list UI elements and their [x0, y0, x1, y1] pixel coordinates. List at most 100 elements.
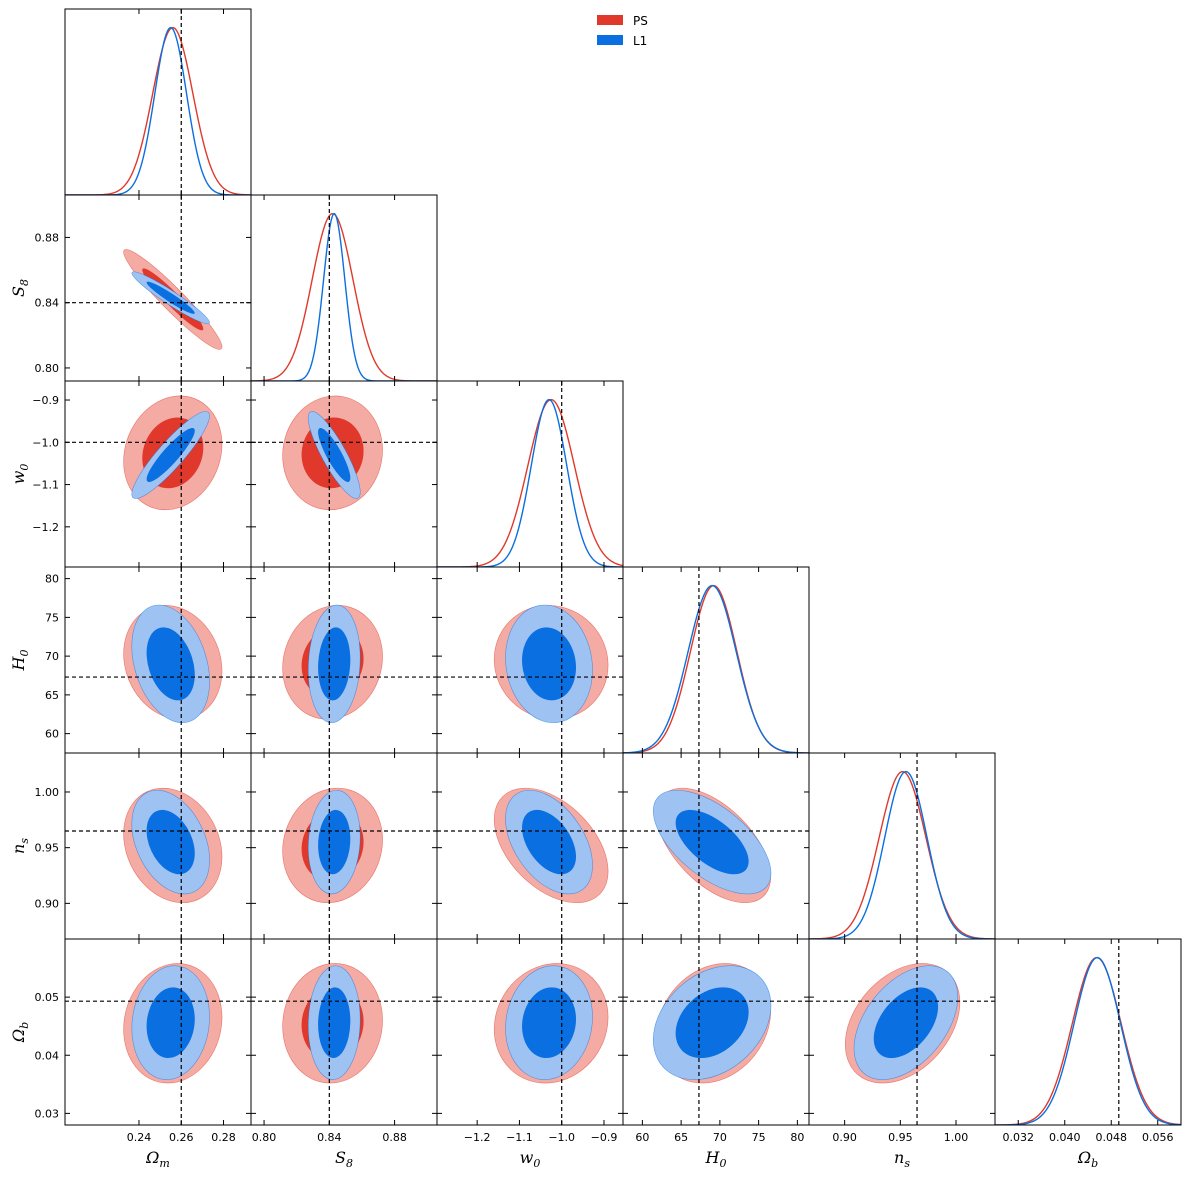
y-tick-label-s8: 0.88: [35, 231, 60, 244]
panel-h0-h0: [622, 566, 810, 754]
panel-ns-h0: [622, 752, 810, 940]
panel-frame: [250, 194, 438, 382]
contour-inner-L1-omega_b-ns: [873, 987, 939, 1059]
panel-content: [251, 939, 437, 1125]
panel-content: [251, 381, 437, 567]
marginal-L1-w0: [437, 398, 623, 567]
x-tick-label-ns: 1.00: [944, 1131, 969, 1144]
panel-w0-omega_m: −1.2 −1.1 −1.0 −0.9 w0: [9, 380, 252, 568]
panel-omega_m-omega_m: [64, 8, 252, 196]
y-axis-label-s8: S8: [9, 279, 31, 297]
panel-content: [437, 753, 623, 939]
y-tick-label-ns: 0.95: [35, 842, 60, 855]
panel-omega_b-omega_b: 0.032 0.040 0.048 0.056 Ωb: [994, 938, 1182, 1170]
x-tick-label-omega_m: 0.26: [169, 1131, 194, 1144]
contour-inner-L1-omega_b-w0: [522, 987, 577, 1059]
marginal-PS-w0: [437, 398, 623, 567]
panel-w0-s8: [250, 380, 438, 568]
panel-content: [995, 939, 1181, 1125]
y-tick-label-h0: 80: [45, 573, 59, 586]
panel-content: [251, 753, 437, 939]
x-tick-label-h0: 65: [674, 1131, 688, 1144]
x-tick-label-h0: 80: [790, 1131, 804, 1144]
y-tick-label-ns: 1.00: [35, 786, 60, 799]
panel-content: [65, 195, 251, 381]
contour-inner-L1-w0-s8: [318, 427, 351, 482]
y-tick-label-omega_b: 0.04: [35, 1049, 60, 1062]
marginal-PS-h0: [623, 584, 809, 753]
x-tick-label-omega_b: 0.048: [1096, 1131, 1128, 1144]
y-axis-label-omega_b: Ωb: [9, 1022, 31, 1043]
panel-content: [251, 567, 437, 753]
panel-frame: [808, 752, 996, 940]
panel-s8-s8: [250, 194, 438, 382]
contour-inner-L1-w0-omega_m: [146, 427, 195, 482]
panel-w0-w0: [436, 380, 624, 568]
panel-frame: [994, 938, 1182, 1126]
y-tick-label-s8: 0.84: [35, 297, 60, 310]
x-axis-label-s8: S8: [335, 1148, 353, 1170]
x-tick-label-s8: 0.84: [317, 1131, 342, 1144]
contour-inner-L1-ns-omega_m: [146, 809, 195, 875]
y-tick-label-s8: 0.80: [35, 362, 60, 375]
panel-omega_b-h0: 60 65 70 75 80 H0: [622, 938, 810, 1170]
marginal-L1-h0: [623, 584, 809, 753]
y-axis-label-h0: H0: [9, 650, 31, 672]
contour-inner-L1-ns-s8: [318, 809, 351, 875]
contour-inner-L1-h0-s8: [318, 627, 351, 701]
x-tick-label-omega_b: 0.032: [1003, 1131, 1035, 1144]
panels-layer: 0.80 0.84 0.88 S8 −1.2 −1.1 −1.0 −0.9 w0 60 65 70 75…: [9, 8, 1182, 1170]
x-tick-label-w0: −1.0: [548, 1131, 575, 1144]
marginal-PS-omega_b: [995, 956, 1181, 1125]
panel-frame: [64, 8, 252, 196]
x-tick-label-ns: 0.95: [888, 1131, 913, 1144]
x-axis-label-omega_b: Ωb: [1077, 1148, 1098, 1170]
panel-content: [65, 753, 251, 939]
x-axis-label-omega_m: Ωm: [145, 1148, 170, 1170]
x-tick-label-h0: 70: [713, 1131, 727, 1144]
x-axis-label-h0: H0: [705, 1148, 727, 1170]
y-tick-label-h0: 70: [45, 650, 59, 663]
legend-swatch-ps: [597, 15, 623, 25]
y-tick-label-w0: −1.1: [32, 479, 59, 492]
x-tick-label-omega_m: 0.24: [127, 1131, 152, 1144]
panel-ns-w0: [436, 752, 624, 940]
marginal-PS-s8: [251, 212, 437, 381]
panel-h0-w0: [436, 566, 624, 754]
panel-content: [65, 381, 251, 567]
panel-content: [437, 381, 623, 567]
legend-swatch-l1: [597, 35, 623, 45]
marginal-L1-omega_b: [995, 956, 1181, 1125]
panel-content: [623, 939, 809, 1125]
panel-omega_b-omega_m: 0.24 0.26 0.28 0.03 0.04 0.05 Ωm Ωb: [9, 938, 252, 1170]
x-tick-label-w0: −0.9: [591, 1131, 618, 1144]
y-tick-label-h0: 65: [45, 689, 59, 702]
contour-inner-L1-omega_b-h0: [675, 987, 749, 1059]
x-axis-label-ns: ns: [894, 1148, 910, 1170]
y-tick-label-h0: 75: [45, 611, 59, 624]
x-tick-label-s8: 0.88: [382, 1131, 407, 1144]
x-tick-label-w0: −1.1: [506, 1131, 533, 1144]
x-tick-label-ns: 0.90: [832, 1131, 857, 1144]
panel-h0-s8: [250, 566, 438, 754]
panel-content: [65, 567, 251, 753]
panel-ns-omega_m: 0.90 0.95 1.00 ns: [9, 752, 252, 940]
panel-content: [809, 939, 995, 1125]
panel-frame: [622, 566, 810, 754]
x-tick-label-h0: 75: [752, 1131, 766, 1144]
panel-content: [437, 567, 623, 753]
panel-content: [809, 753, 995, 939]
y-tick-label-omega_b: 0.05: [35, 991, 60, 1004]
panel-content: [251, 195, 437, 381]
legend: PS L1: [597, 14, 648, 48]
y-tick-label-h0: 60: [45, 728, 59, 741]
panel-omega_b-ns: 0.90 0.95 1.00 ns: [808, 938, 996, 1170]
x-tick-label-omega_b: 0.056: [1142, 1131, 1174, 1144]
panel-omega_b-w0: −1.2 −1.1 −1.0 −0.9 w0: [436, 938, 624, 1170]
contour-inner-L1-omega_b-omega_m: [146, 987, 195, 1059]
x-tick-label-w0: −1.2: [464, 1131, 491, 1144]
x-tick-label-omega_m: 0.28: [211, 1131, 236, 1144]
contour-inner-L1-s8-omega_m: [146, 281, 195, 314]
panel-h0-omega_m: 60 65 70 75 80 H0: [9, 566, 252, 754]
